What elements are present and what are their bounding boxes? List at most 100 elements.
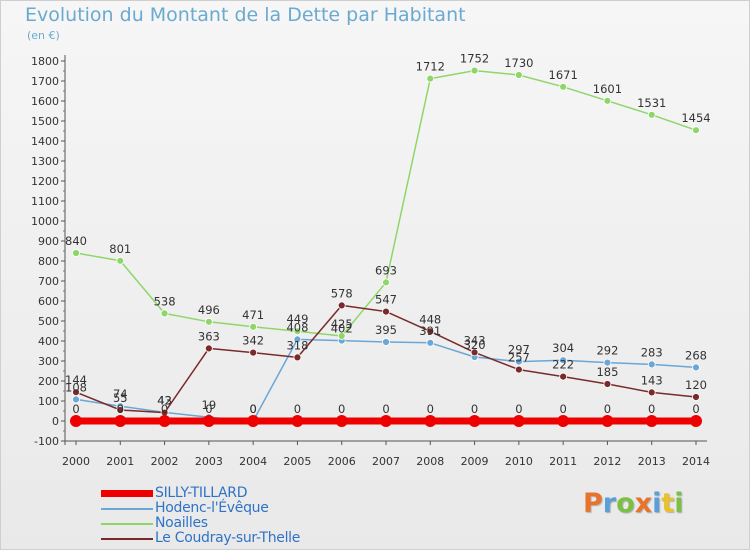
data-label: 222: [552, 358, 574, 372]
data-point: [382, 307, 390, 316]
data-point: [249, 348, 258, 357]
data-label: 320: [464, 338, 486, 352]
data-point: [160, 309, 169, 318]
data-label: 547: [375, 293, 397, 307]
data-point: [647, 388, 656, 397]
data-label: 342: [242, 334, 264, 348]
data-label: 1671: [549, 68, 578, 82]
data-point: [514, 71, 523, 79]
data-point: [116, 406, 125, 414]
x-tick-label: 2001: [106, 455, 134, 468]
logo-letter: i: [652, 488, 662, 519]
data-label: 108: [65, 380, 87, 394]
logo-letter: x: [634, 488, 653, 519]
data-point: [645, 415, 658, 427]
data-label: 0: [338, 402, 345, 416]
data-point: [514, 365, 523, 374]
data-label: 402: [331, 322, 353, 336]
y-tick-label: 300: [38, 355, 59, 368]
x-tick-label: 2003: [195, 455, 223, 468]
data-label: 0: [559, 402, 566, 416]
data-point: [692, 126, 700, 135]
data-point: [424, 415, 437, 427]
data-label: 471: [242, 308, 264, 322]
x-tick-label: 2010: [505, 455, 533, 468]
data-label: 0: [161, 402, 168, 416]
x-tick-label: 2000: [62, 455, 90, 468]
x-tick-label: 2004: [239, 455, 267, 468]
data-label: 74: [113, 387, 128, 401]
legend-label: Hodenc-l'Évêque: [155, 500, 269, 516]
data-point: [559, 372, 568, 381]
data-label: 0: [249, 402, 256, 416]
logo-letter: P: [583, 488, 603, 519]
data-label: 1752: [460, 52, 489, 66]
data-point: [603, 96, 612, 105]
y-tick-label: 700: [38, 275, 59, 288]
data-label: 578: [331, 286, 353, 300]
data-label: 395: [375, 323, 397, 337]
data-point: [559, 82, 568, 91]
legend-label: SILLY-TILLARD: [155, 485, 248, 501]
data-point: [337, 301, 346, 310]
data-label: 496: [198, 303, 220, 317]
data-label: 0: [515, 402, 522, 416]
y-tick-label: 600: [38, 295, 59, 308]
y-tick-label: 1600: [31, 95, 59, 108]
data-point: [204, 344, 213, 353]
logo-letter: o: [616, 488, 635, 519]
x-tick-label: 2008: [416, 455, 444, 468]
data-point: [692, 363, 700, 372]
data-point: [291, 415, 304, 427]
data-label: 449: [286, 312, 308, 326]
data-label: 363: [198, 329, 220, 343]
y-tick-label: 1000: [31, 215, 59, 228]
data-point: [382, 278, 390, 287]
x-tick-label: 2013: [638, 455, 666, 468]
y-tick-label: 1300: [31, 155, 59, 168]
data-point: [72, 388, 80, 397]
data-label: 1730: [504, 56, 533, 70]
data-point: [603, 380, 612, 388]
data-point: [204, 317, 213, 326]
data-label: 1454: [681, 111, 710, 125]
y-tick-label: 500: [38, 315, 59, 328]
data-label: 538: [154, 294, 176, 308]
data-point: [114, 415, 127, 427]
data-point: [690, 415, 702, 427]
x-tick-label: 2012: [593, 455, 621, 468]
y-tick-label: 1500: [31, 115, 59, 128]
logo-letter: t: [661, 488, 675, 519]
y-tick-label: 1700: [31, 75, 59, 88]
x-tick-label: 2002: [151, 455, 179, 468]
data-point: [692, 393, 700, 401]
legend-swatch: [101, 538, 153, 540]
data-label: 0: [117, 402, 124, 416]
data-point: [470, 66, 479, 75]
data-point: [559, 356, 568, 365]
data-label: 268: [685, 348, 707, 362]
chart-axes: -100010020030040050060070080090010001100…: [31, 55, 710, 468]
data-point: [337, 332, 346, 340]
data-point: [70, 415, 82, 427]
data-label: 343: [464, 333, 486, 347]
y-tick-label: 100: [38, 395, 59, 408]
data-label: 1712: [416, 60, 445, 74]
data-point: [426, 338, 435, 347]
data-point: [335, 415, 348, 427]
data-point: [293, 335, 302, 344]
data-label: 0: [294, 402, 301, 416]
legend-swatch: [101, 508, 153, 510]
proxiti-logo: Proxiti: [583, 488, 684, 519]
data-label: 1601: [593, 82, 622, 96]
data-point: [202, 415, 215, 427]
data-label: 185: [596, 365, 618, 379]
y-tick-label: 1800: [31, 55, 59, 68]
data-point: [468, 415, 481, 427]
data-label: 0: [249, 402, 256, 416]
data-label: 840: [65, 234, 87, 248]
data-label: 801: [109, 242, 131, 256]
data-label: 143: [641, 373, 663, 387]
